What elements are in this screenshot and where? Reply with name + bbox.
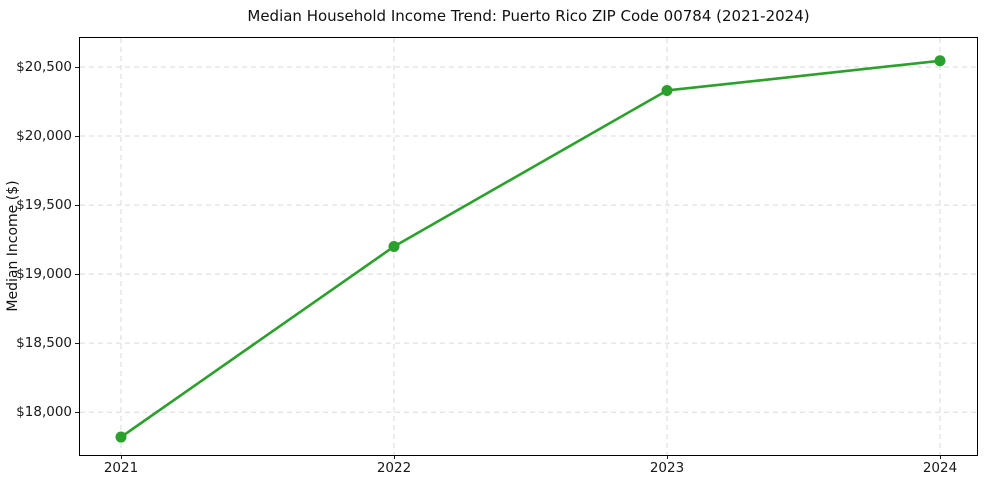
y-tick-label-20000: $20,000 [16,128,72,145]
plot-area [79,37,978,456]
y-tick-mark-20500 [75,67,79,68]
x-tick-label-2023: 2023 [649,460,685,476]
x-tick-label-2024: 2024 [922,460,958,476]
x-tick-label-2022: 2022 [376,460,412,476]
x-tick-mark-2021 [121,455,122,459]
data-point-2024 [934,55,946,67]
x-tick-mark-2022 [394,455,395,459]
line-chart-canvas [80,38,977,455]
y-tick-mark-18000 [75,412,79,413]
chart-title: Median Household Income Trend: Puerto Ri… [247,7,810,25]
y-tick-mark-20000 [75,136,79,137]
y-tick-label-19000: $19,000 [16,266,72,283]
y-tick-mark-18500 [75,343,79,344]
data-point-2021 [115,431,127,443]
data-point-2023 [661,84,673,96]
trend-line [120,59,941,439]
y-tick-label-20500: $20,500 [16,58,72,75]
y-tick-mark-19000 [75,274,79,275]
y-tick-label-18000: $18,000 [16,404,72,421]
y-tick-label-18500: $18,500 [16,335,72,352]
y-tick-label-19500: $19,500 [16,197,72,214]
x-tick-label-2021: 2021 [103,460,139,476]
x-tick-mark-2024 [940,455,941,459]
x-tick-mark-2023 [667,455,668,459]
y-tick-mark-19500 [75,205,79,206]
data-point-2022 [388,241,400,252]
